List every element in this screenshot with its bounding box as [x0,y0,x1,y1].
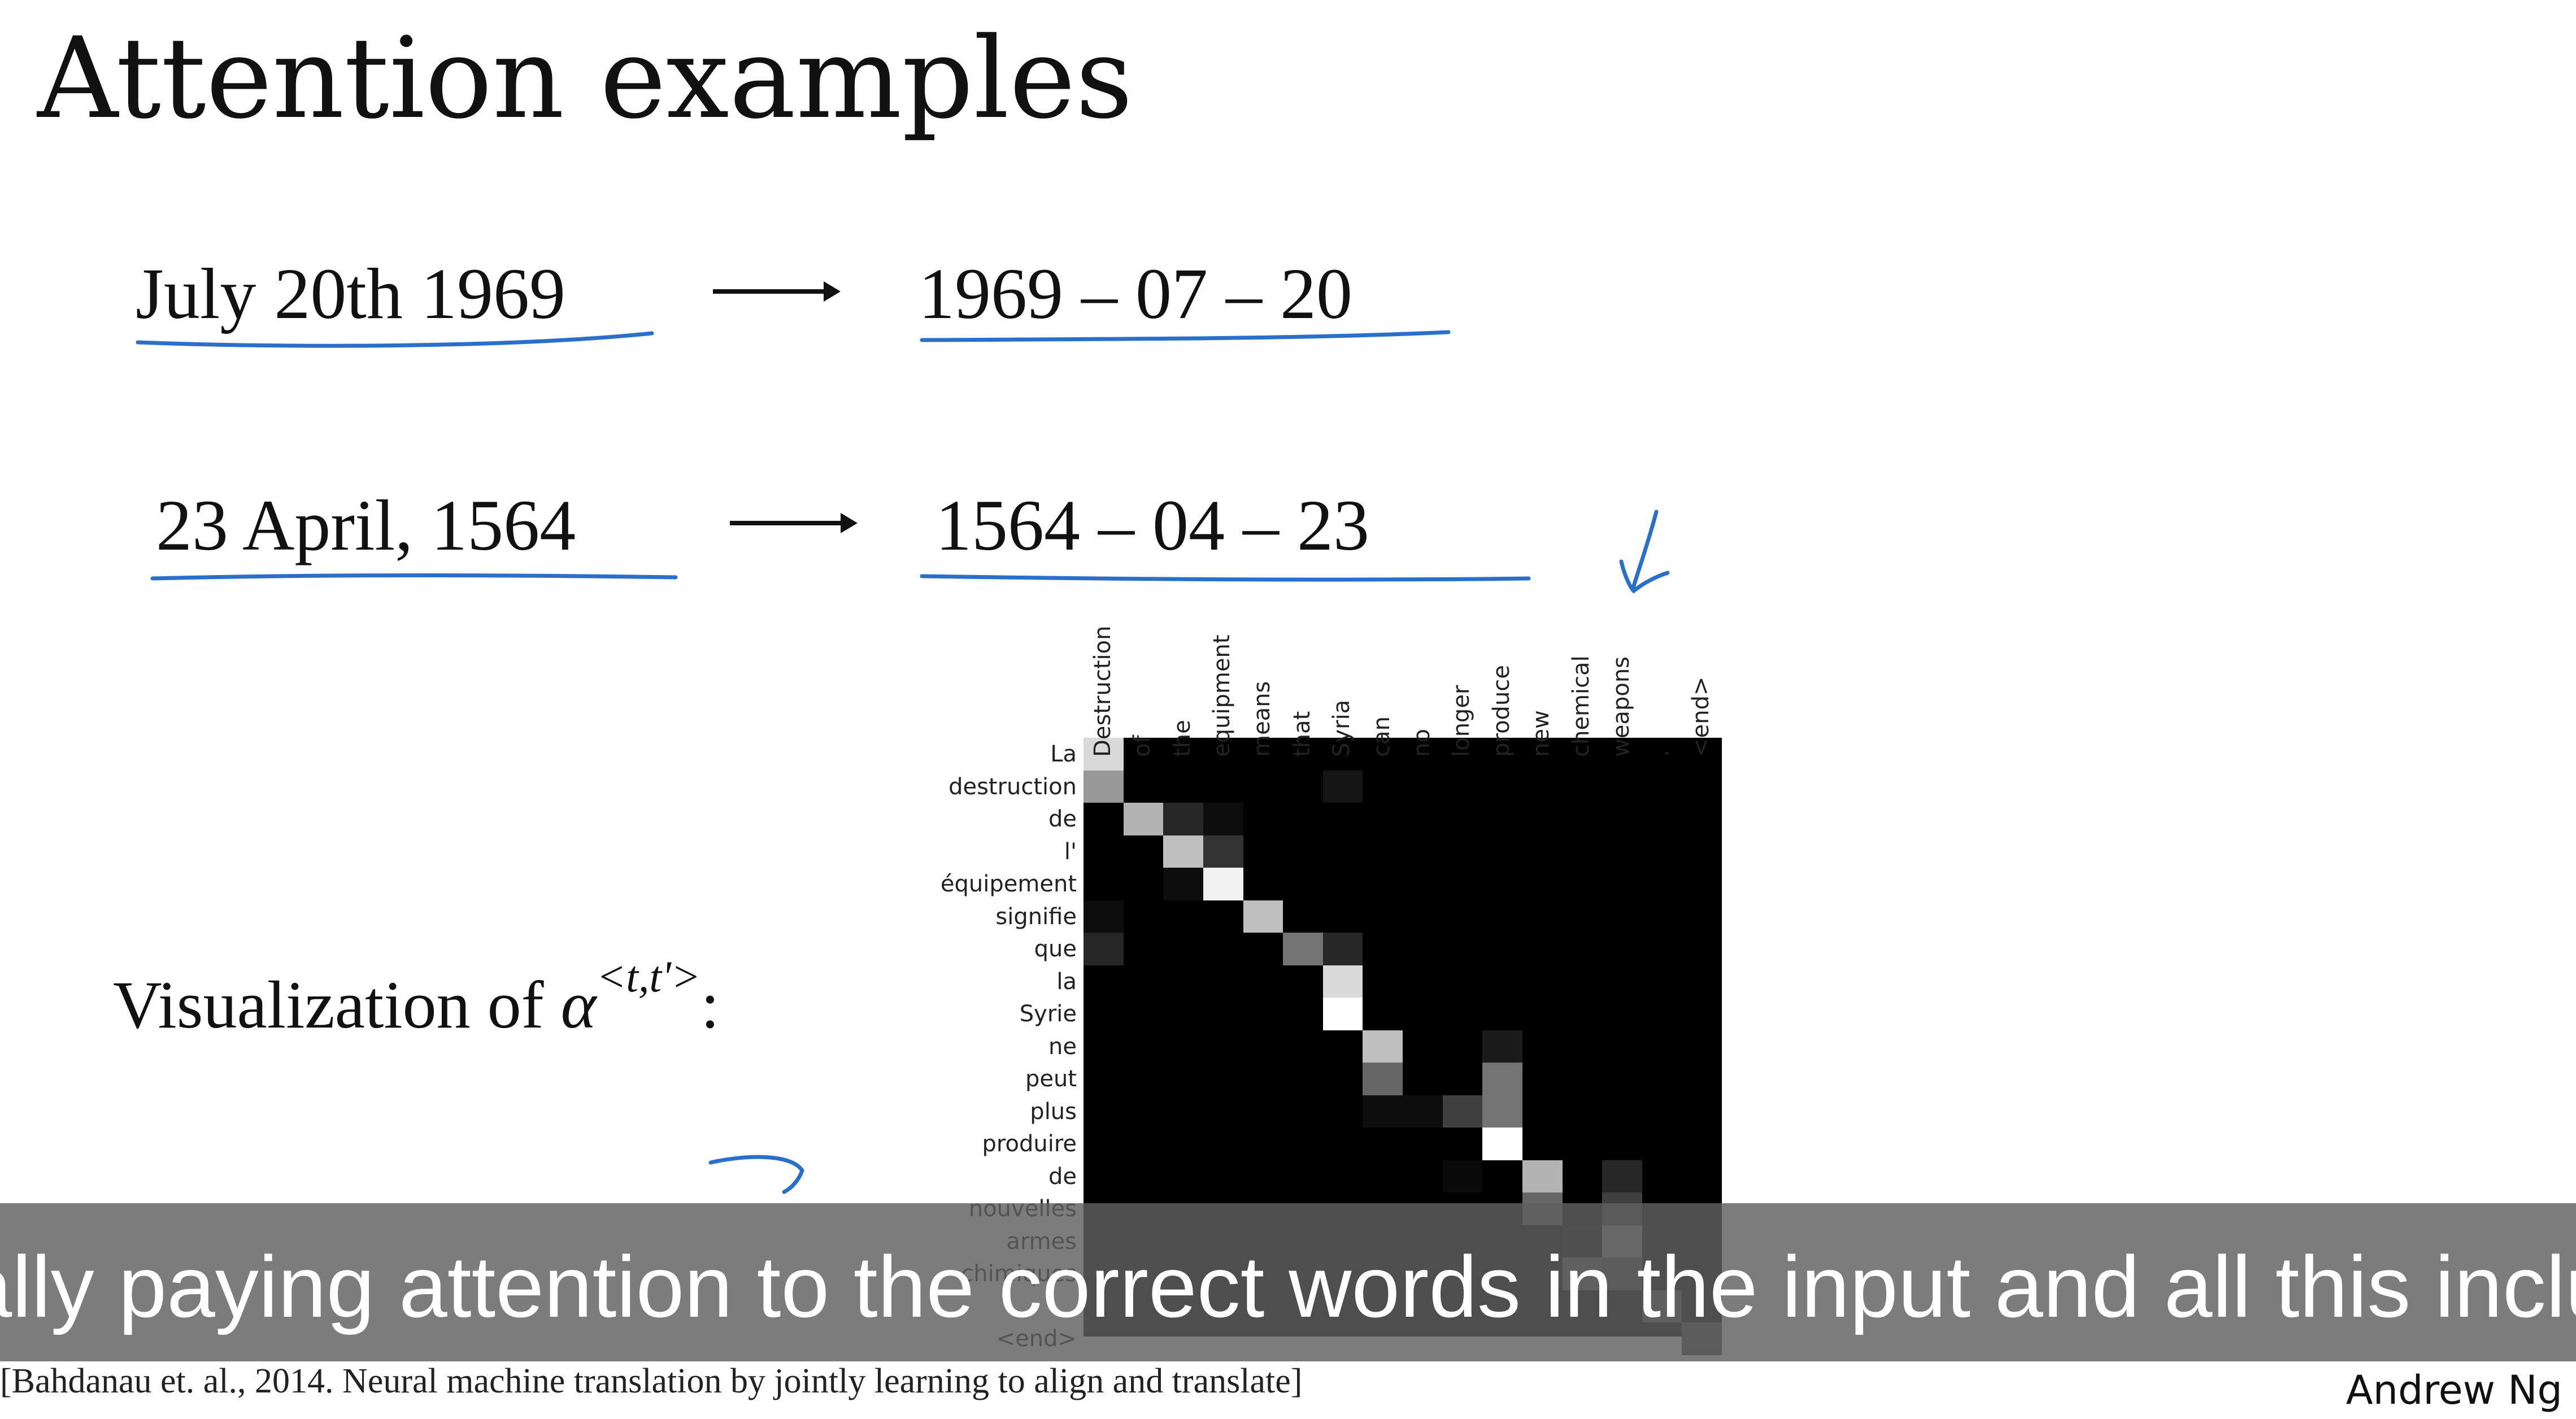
heatmap-cell [1322,965,1363,998]
viz-colon: : [700,967,720,1042]
alpha-symbol: α [560,967,597,1042]
heatmap-row-label: produire [982,1131,1077,1157]
visualization-label: Visualization of α<t,t'>: [113,955,720,1039]
heatmap-column-label: equipment [1209,634,1235,757]
heatmap-cell [1084,770,1124,803]
heatmap-column-label: <end> [1687,676,1714,757]
heatmap-column-label: can [1368,716,1395,757]
heatmap-row-label: peut [1025,1066,1077,1092]
heatmap-cell [1442,1095,1483,1128]
heatmap-column-label: Syria [1329,699,1355,757]
heatmap-cell [1322,933,1363,965]
citation: [Bahdanau et. al., 2014. Neural machine … [0,1362,1303,1400]
heatmap-column-label: of [1129,735,1156,757]
heatmap-cell [1602,1160,1642,1192]
heatmap-cell [1322,998,1363,1030]
example-1-arrow [713,281,841,302]
heatmap-row-label: de [1048,1163,1077,1190]
heatmap-row-label: de [1048,806,1077,832]
heatmap-cell [1403,1095,1443,1128]
video-subtitle-bar: ually paying attention to the correct wo… [0,1203,2576,1361]
heatmap-cell [1482,1095,1522,1128]
heatmap-cell [1482,1128,1522,1160]
heatmap-column-label: the [1169,720,1195,757]
heatmap-column-label: no [1408,729,1435,757]
slide-title: Attention examples [37,13,1133,143]
heatmap-column-label: longer [1448,685,1475,757]
alpha-superscript: <t,t'> [596,952,701,1001]
heatmap-cell [1084,900,1124,933]
subtitle-text: ually paying attention to the correct wo… [0,1238,2576,1335]
heatmap-column-label: chemical [1568,655,1594,757]
example-1-output: 1969 – 07 – 20 [919,254,1352,334]
right-arrow-mark [708,1155,804,1194]
heatmap-cell [1203,803,1243,835]
heatmap-cell [1283,933,1323,965]
heatmap-cell [1084,738,1124,771]
down-arrow-mark [1619,510,1670,594]
heatmap-cell [1243,900,1283,933]
heatmap-row-label: la [1056,968,1077,995]
heatmap-cell [1363,1063,1403,1095]
heatmap-row-label: ne [1048,1033,1077,1060]
heatmap-cell [1084,933,1124,965]
author-name: Andrew Ng [2346,1367,2562,1413]
example-2-input: 23 April, 1564 [156,485,576,565]
heatmap-cell [1203,835,1243,868]
viz-label-text: Visualization of [113,967,561,1042]
heatmap-row-label: destruction [948,773,1077,800]
heatmap-cell [1442,1160,1483,1192]
example-2-arrow [730,513,858,533]
underline-input-2 [150,573,678,581]
heatmap-column-label: weapons [1608,656,1634,757]
heatmap-cell [1482,1030,1522,1063]
heatmap-row-label: signifie [995,903,1077,930]
heatmap-column-label: produce [1488,665,1515,757]
heatmap-cell [1322,770,1363,803]
heatmap-column-label: new [1528,710,1555,757]
heatmap-row-label: l' [1064,838,1077,865]
heatmap-row-label: La [1050,741,1077,767]
example-1-input: July 20th 1969 [136,254,565,334]
heatmap-row-label: équipement [940,871,1077,897]
heatmap-cell [1163,803,1203,835]
heatmap-cell [1482,1063,1522,1095]
underline-output-2 [920,574,1531,582]
heatmap-cell [1363,1095,1403,1128]
heatmap-row-label: que [1034,936,1077,962]
heatmap-row-label: plus [1030,1098,1077,1125]
heatmap-cell [1522,1160,1563,1192]
heatmap-column-label: that [1289,711,1315,757]
example-2-output: 1564 – 04 – 23 [935,485,1369,565]
heatmap-column-label: means [1249,681,1275,757]
heatmap-row-label: Syrie [1019,1001,1077,1027]
heatmap-cell [1363,1030,1403,1063]
heatmap-cell [1123,803,1164,835]
heatmap-cell [1163,835,1203,868]
heatmap-cell [1163,868,1203,900]
heatmap-column-label: . [1648,750,1674,757]
heatmap-cell [1203,868,1243,900]
heatmap-column-label: Destruction [1089,625,1116,757]
underline-input-1 [136,331,654,348]
underline-output-1 [920,330,1451,342]
